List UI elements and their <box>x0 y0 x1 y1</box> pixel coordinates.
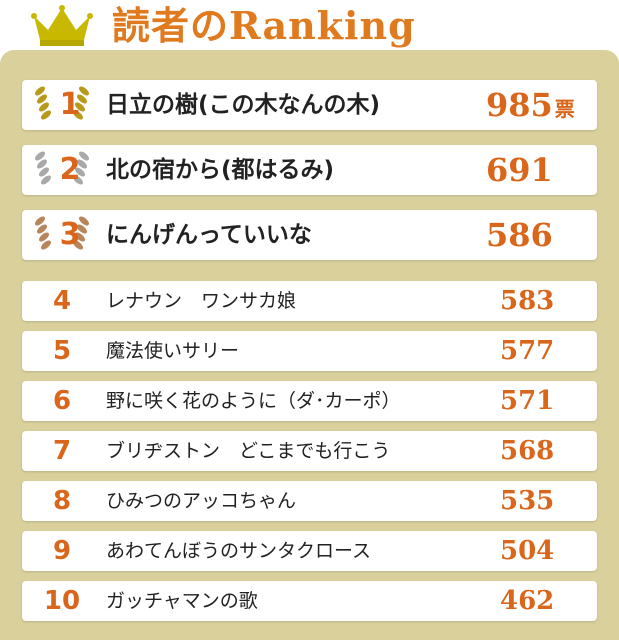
song-title: 北の宿から(都はるみ) <box>106 157 335 183</box>
ranking-row: 8 ひみつのアッコちゃん 535 <box>22 481 597 521</box>
rank-number: 4 <box>52 286 72 316</box>
vote-number: 586 <box>486 216 553 254</box>
rank-number: 6 <box>52 386 72 416</box>
vote-unit: 票 <box>554 97 575 121</box>
ranking-row: 9 あわてんぼうのサンタクロース 504 <box>22 531 597 571</box>
vote-count: 577 <box>500 331 554 371</box>
song-title: にんげんっていいな <box>106 222 312 248</box>
ranking-row: 5 魔法使いサリー 577 <box>22 331 597 371</box>
song-title: 野に咲く花のように（ダ･カーポ） <box>106 390 401 412</box>
vote-count: 583 <box>500 281 554 321</box>
song-title: ブリヂストン どこまでも行こう <box>106 440 391 462</box>
ranking-row: 3 にんげんっていいな 586 <box>22 210 597 260</box>
vote-count: 691 <box>486 145 553 195</box>
title: 読者のRanking <box>112 3 416 48</box>
vote-number: 985 <box>486 86 553 124</box>
vote-number: 571 <box>500 386 555 416</box>
vote-count: 568 <box>500 431 554 471</box>
song-title: 魔法使いサリー <box>106 340 240 362</box>
vote-count: 535 <box>500 481 554 521</box>
rank-number: 8 <box>52 486 72 516</box>
ranking-row: 4 レナウン ワンサカ娘 583 <box>22 281 597 321</box>
rank-number: 1 <box>59 87 81 122</box>
song-title: ひみつのアッコちゃん <box>106 490 297 512</box>
rank-number: 3 <box>59 217 81 252</box>
rank-number: 7 <box>52 436 72 466</box>
vote-number: 504 <box>500 536 555 566</box>
vote-count: 571 <box>500 381 554 421</box>
ranking-row: 6 野に咲く花のように（ダ･カーポ） 571 <box>22 381 597 421</box>
song-title: あわてんぼうのサンタクロース <box>106 540 372 562</box>
laurel-icon <box>35 216 89 250</box>
vote-number: 577 <box>500 336 555 366</box>
vote-number: 691 <box>486 151 553 189</box>
ranking-row: 7 ブリヂストン どこまでも行こう 568 <box>22 431 597 471</box>
laurel-icon <box>35 86 89 120</box>
vote-number: 462 <box>500 586 555 616</box>
ranking-row: 1 日立の樹(この木なんの木) 985 票 <box>22 80 597 130</box>
vote-count: 586 <box>486 210 553 260</box>
crown-icon <box>31 5 93 46</box>
vote-number: 568 <box>500 436 555 466</box>
vote-number: 535 <box>500 486 555 516</box>
song-title: 日立の樹(この木なんの木) <box>106 92 381 118</box>
rank-number: 5 <box>52 336 72 366</box>
vote-count: 504 <box>500 531 554 571</box>
rank-number: 9 <box>52 536 72 566</box>
rank-number: 2 <box>59 152 81 187</box>
vote-count: 985 票 <box>486 80 575 134</box>
vote-number: 583 <box>500 286 555 316</box>
ranking-row: 2 北の宿から(都はるみ) 691 <box>22 145 597 195</box>
song-title: レナウン ワンサカ娘 <box>106 290 297 312</box>
laurel-icon <box>35 151 89 185</box>
song-title: ガッチャマンの歌 <box>106 590 258 612</box>
ranking-row: 10 ガッチャマンの歌 462 <box>22 581 597 621</box>
rank-number: 10 <box>43 586 81 616</box>
vote-count: 462 <box>500 581 554 621</box>
